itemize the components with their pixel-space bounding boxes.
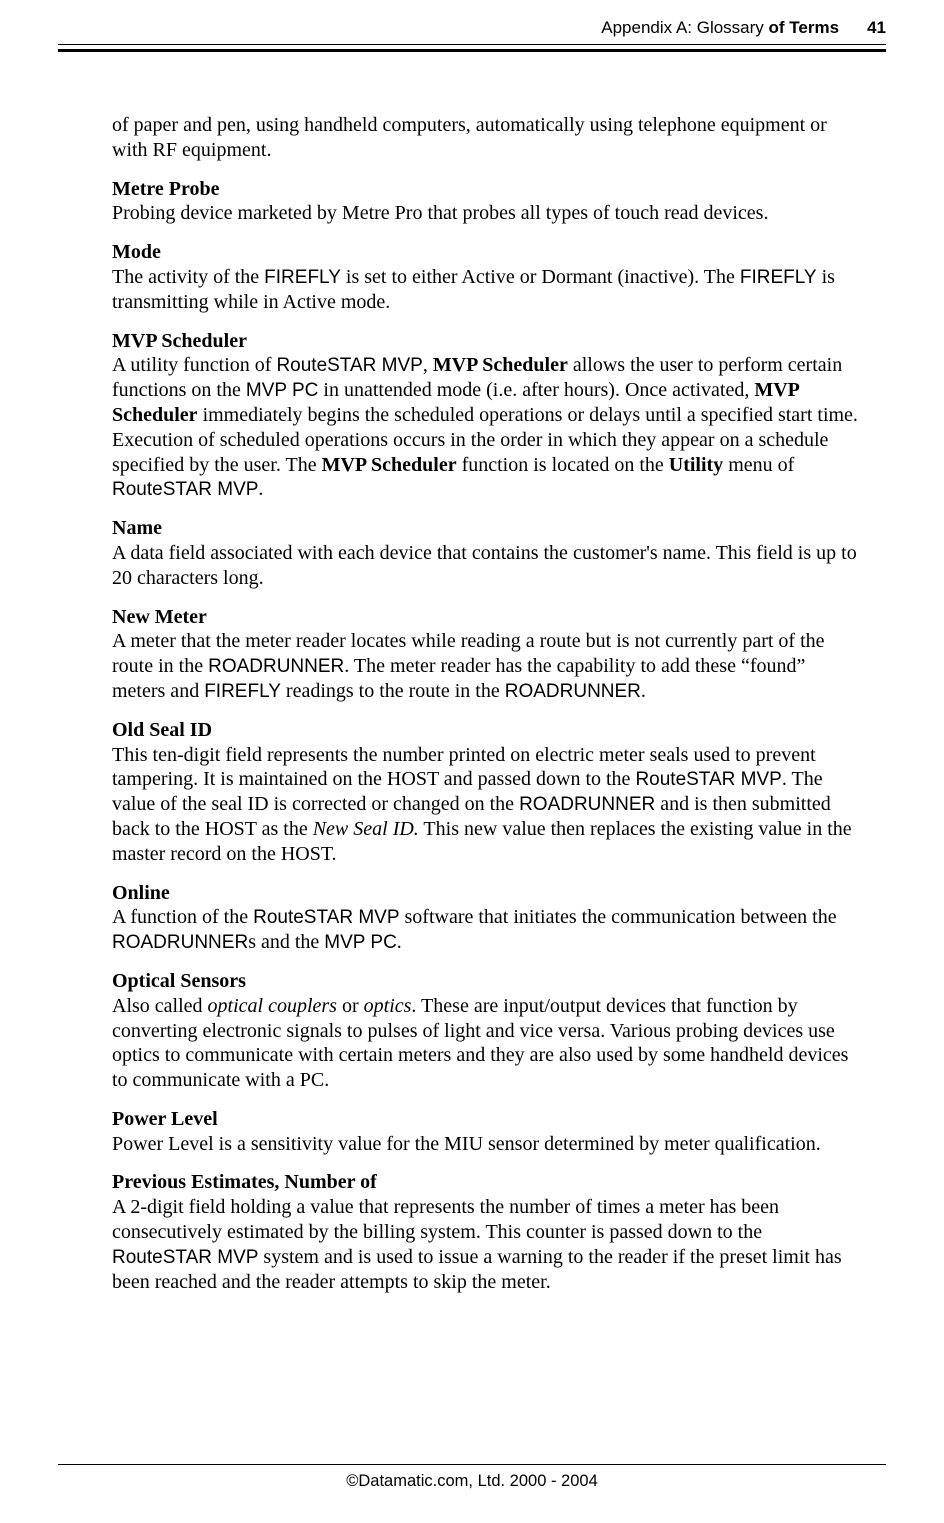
header-rule-thin	[58, 44, 886, 45]
product-roadrunner: ROADRUNNER	[519, 794, 655, 815]
feature-mvp-scheduler: MVP Scheduler	[433, 354, 568, 376]
term-power-level: Power Level	[112, 1107, 859, 1132]
glossary-entry: Power Level Power Level is a sensitivity…	[112, 1107, 859, 1157]
header-title: of Terms	[769, 18, 840, 37]
glossary-entry: Online A function of the RouteSTAR MVP s…	[112, 881, 859, 955]
term-mode: Mode	[112, 240, 859, 265]
product-roadrunner: ROADRUNNER	[208, 656, 344, 677]
product-routestar-mvp: RouteSTAR MVP	[276, 355, 422, 376]
alt-term-optics: optics	[364, 995, 412, 1017]
alt-term-optical-couplers: optical couplers	[208, 995, 337, 1017]
glossary-entry: Metre Probe Probing device marketed by M…	[112, 177, 859, 227]
intro-text: of paper and pen, using handheld compute…	[112, 113, 859, 163]
feature-mvp-scheduler: MVP Scheduler	[322, 454, 457, 476]
product-firefly: FIREFLY	[264, 267, 341, 288]
page-content: of paper and pen, using handheld compute…	[112, 113, 859, 1308]
term-mvp-scheduler: MVP Scheduler	[112, 329, 859, 354]
product-routestar-mvp: RouteSTAR MVP	[635, 769, 781, 790]
definition-text: Probing device marketed by Metre Pro tha…	[112, 201, 859, 226]
definition-text: A 2-digit field holding a value that rep…	[112, 1195, 859, 1294]
definition-text: Power Level is a sensitivity value for t…	[112, 1132, 859, 1157]
glossary-entry: Name A data field associated with each d…	[112, 516, 859, 590]
definition-text: A meter that the meter reader locates wh…	[112, 629, 859, 703]
product-roadrunner: ROADRUNNER	[112, 932, 248, 953]
menu-utility: Utility	[669, 454, 723, 476]
footer-rule	[58, 1464, 886, 1465]
glossary-entry: Old Seal ID This ten-digit field represe…	[112, 718, 859, 867]
glossary-entry: New Meter A meter that the meter reader …	[112, 605, 859, 704]
page-header: Appendix A: Glossary of Terms 41	[601, 18, 886, 38]
term-metre-probe: Metre Probe	[112, 177, 859, 202]
definition-text: A data field associated with each device…	[112, 541, 859, 591]
product-firefly: FIREFLY	[740, 267, 817, 288]
glossary-entry: Optical Sensors Also called optical coup…	[112, 969, 859, 1093]
header-page-number: 41	[867, 18, 886, 37]
page-footer: ©Datamatic.com, Ltd. 2000 - 2004	[0, 1472, 944, 1491]
term-name: Name	[112, 516, 859, 541]
term-optical-sensors: Optical Sensors	[112, 969, 859, 994]
definition-text: The activity of the FIREFLY is set to ei…	[112, 265, 859, 315]
glossary-entry: MVP Scheduler A utility function of Rout…	[112, 329, 859, 503]
term-old-seal-id: Old Seal ID	[112, 718, 859, 743]
definition-text: A function of the RouteSTAR MVP software…	[112, 905, 859, 955]
product-routestar-mvp: RouteSTAR MVP	[112, 479, 258, 500]
term-new-meter: New Meter	[112, 605, 859, 630]
product-mvp-pc: MVP PC	[324, 932, 397, 953]
glossary-entry: Previous Estimates, Number of A 2-digit …	[112, 1170, 859, 1294]
glossary-entry: Mode The activity of the FIREFLY is set …	[112, 240, 859, 314]
term-online: Online	[112, 881, 859, 906]
definition-text: This ten-digit field represents the numb…	[112, 743, 859, 867]
term-previous-estimates: Previous Estimates, Number of	[112, 1170, 859, 1195]
product-mvp-pc: MVP PC	[246, 380, 319, 401]
header-rule-thick	[58, 49, 886, 52]
product-firefly: FIREFLY	[204, 681, 281, 702]
product-routestar-mvp: RouteSTAR MVP	[253, 907, 399, 928]
product-routestar-mvp: RouteSTAR MVP	[112, 1247, 258, 1268]
product-roadrunner: ROADRUNNER	[505, 681, 641, 702]
field-new-seal-id: New Seal ID.	[313, 818, 419, 840]
definition-text: Also called optical couplers or optics. …	[112, 994, 859, 1093]
header-section: Appendix A: Glossary	[601, 18, 768, 37]
definition-text: A utility function of RouteSTAR MVP, MVP…	[112, 353, 859, 502]
